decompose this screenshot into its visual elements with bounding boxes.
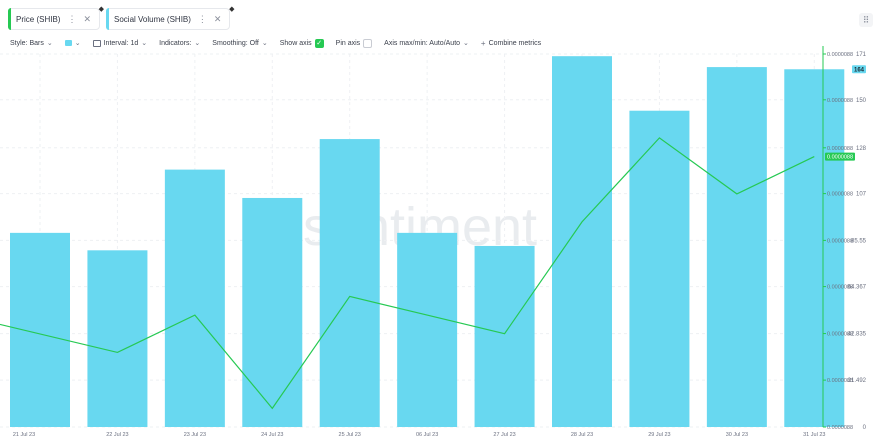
checkbox-unchecked-icon[interactable] [363, 38, 373, 48]
checkbox-checked-icon[interactable]: ✓ [314, 38, 324, 48]
combine-metrics-button[interactable]: + Combine metrics [481, 39, 541, 48]
interval-dropdown[interactable]: Interval: 1d ⌄ [92, 39, 148, 47]
bar [319, 139, 380, 427]
chevron-down-icon: ⌄ [46, 40, 53, 47]
x-tick-label: 30 Jul 23 [726, 432, 748, 438]
price-axis-label: 0.0000088 [827, 332, 853, 338]
metric-color-bar [106, 8, 109, 30]
volume-axis-label: 85.55 [851, 238, 867, 244]
smoothing-dropdown[interactable]: Smoothing: Off ⌄ [212, 39, 268, 48]
volume-current-badge-label: 164 [854, 67, 865, 73]
metric-tabs: Price (SHIB) ⋮ ✕ ◆ Social Volume (SHIB) … [8, 6, 234, 30]
calendar-icon [92, 39, 101, 47]
color-swatch [64, 40, 72, 46]
volume-axis-label: 150 [856, 98, 867, 104]
price-current-badge [825, 152, 855, 161]
volume-axis-label: 0 [863, 425, 867, 431]
settings-icon[interactable]: ⠿ [859, 13, 873, 27]
x-tick-label: 28 Jul 23 [571, 432, 593, 438]
price-axis-label: 0.0000088 [827, 285, 853, 291]
x-tick-label: 24 Jul 23 [261, 432, 283, 438]
color-dropdown[interactable]: ⌄ [64, 39, 81, 47]
x-tick-label: 25 Jul 23 [339, 432, 361, 438]
interval-label: Interval: 1d [103, 39, 139, 47]
axis-maxmin-dropdown[interactable]: Axis max/min: Auto/Auto ⌄ [384, 39, 469, 48]
bar [397, 232, 458, 427]
indicators-label: Indicators: [159, 39, 192, 47]
axes: 0.0000088 0.0000088 0.0000088 0.0000088 0.00… [13, 46, 867, 438]
price-axis-label: 0.0000088 [827, 98, 853, 104]
bar [87, 250, 148, 427]
indicators-dropdown[interactable]: Indicators: ⌄ [159, 39, 201, 48]
pin-icon[interactable]: ◆ [98, 6, 104, 13]
price-axis-label: 0.0000088 [827, 192, 853, 198]
metric-tab-social-volume[interactable]: Social Volume (SHIB) ⋮ ✕ ◆ [106, 6, 234, 30]
x-tick-label: 29 Jul 23 [648, 432, 670, 438]
x-tick-label: 21 Jul 23 [13, 432, 35, 438]
bar [474, 245, 535, 427]
smoothing-label: Smoothing: Off [212, 39, 259, 47]
bar-series [10, 56, 845, 428]
style-label: Style: Bars [10, 39, 44, 47]
pin-icon[interactable]: ◆ [229, 6, 235, 13]
chevron-down-icon: ⌄ [74, 40, 81, 47]
chart-toolbar: Style: Bars ⌄ ⌄ Interval: 1d ⌄ Indicator… [10, 36, 553, 50]
volume-axis-label: 128 [856, 146, 867, 152]
x-tick-label: 31 Jul 23 [803, 432, 825, 438]
metric-tab-price[interactable]: Price (SHIB) ⋮ ✕ ◆ [8, 6, 104, 30]
x-tick-label: 22 Jul 23 [106, 432, 128, 438]
bar [784, 69, 845, 427]
x-tick-label: 06 Jul 23 [416, 432, 438, 438]
pin-axis-toggle[interactable]: Pin axis [335, 38, 373, 48]
close-icon[interactable]: ✕ [83, 13, 91, 24]
x-tick-label: 23 Jul 23 [184, 432, 206, 438]
pin-axis-label: Pin axis [335, 39, 361, 47]
price-axis-label: 0.0000088 [827, 425, 853, 431]
metric-label: Price (SHIB) [16, 14, 61, 24]
price-current-badge-label: 0.0000088 [827, 155, 853, 161]
line-series [0, 137, 815, 410]
price-axis-label: 0.0000088 [827, 378, 853, 384]
chevron-down-icon: ⌄ [141, 40, 148, 47]
price-axis-label: 0.0000088 [827, 238, 853, 244]
close-icon[interactable]: ✕ [213, 13, 222, 24]
price-line [0, 137, 815, 410]
bar [242, 197, 303, 427]
price-axis-label: 0.0000088 [827, 146, 853, 152]
plus-icon: + [480, 38, 486, 48]
more-dots-icon[interactable]: ⋮ [197, 13, 207, 24]
bar [164, 169, 225, 427]
price-axis-label: 0.0000088 [827, 52, 853, 58]
combine-metrics-label: Combine metrics [488, 39, 542, 47]
volume-current-badge [852, 65, 866, 74]
volume-axis-label: 107 [856, 192, 867, 198]
volume-axis-label: 64.367 [848, 285, 867, 291]
bar [706, 67, 767, 428]
style-dropdown[interactable]: Style: Bars ⌄ [10, 39, 53, 48]
metric-color-bar [8, 8, 11, 30]
chevron-down-icon: ⌄ [261, 40, 268, 47]
chevron-down-icon: ⌄ [463, 40, 469, 47]
volume-axis-label: 21.492 [848, 378, 867, 384]
volume-axis-label: 171 [856, 52, 867, 58]
volume-axis-label: 42.835 [848, 332, 867, 338]
bar [552, 56, 612, 428]
more-dots-icon[interactable]: ⋮ [67, 13, 77, 24]
bar [10, 232, 70, 427]
show-axis-toggle[interactable]: Show axis ✓ [279, 38, 324, 48]
metric-label: Social Volume (SHIB) [114, 14, 191, 24]
chevron-down-icon: ⌄ [194, 40, 201, 47]
bar [629, 110, 690, 428]
x-tick-label: 27 Jul 23 [493, 432, 515, 438]
show-axis-label: Show axis [279, 39, 312, 47]
axis-maxmin-label: Axis max/min: Auto/Auto [384, 39, 461, 47]
